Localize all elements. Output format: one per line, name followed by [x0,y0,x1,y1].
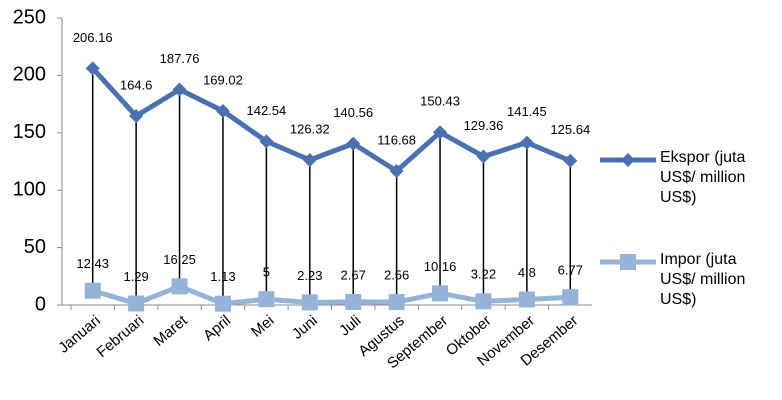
legend-label: Impor (juta US$/ million US$) [660,251,746,308]
marker [172,82,187,97]
y-tick-label: 100 [13,178,46,200]
marker [475,293,492,310]
marker [171,278,188,295]
marker [476,149,491,164]
legend-label: Ekspor (juta US$/ million US$) [660,149,746,206]
data-label: 164.6 [120,77,153,92]
marker [215,103,230,118]
marker [346,136,361,151]
legend-marker [621,153,635,167]
x-tick-label: Juni [289,312,321,343]
x-tick-label: Juli [336,312,364,339]
marker [432,285,449,302]
data-label: 142.54 [246,103,286,118]
data-label: 4.8 [518,265,536,280]
y-tick-label: 50 [24,236,46,258]
data-label: 12.43 [76,256,109,271]
x-tick-label: Mei [248,312,277,341]
data-label: 6.77 [558,263,583,278]
data-label: 126.32 [290,121,330,136]
marker [388,294,405,311]
series-line [92,283,571,307]
y-tick-label: 150 [13,121,46,143]
data-label: 2.67 [341,267,366,282]
marker [302,152,317,167]
marker [345,293,362,310]
data-label: 5 [263,265,270,280]
data-label: 1.13 [210,269,235,284]
x-tick-label: April [200,312,234,344]
data-label: 116.68 [377,132,416,147]
legend-marker [620,254,636,270]
series-line [90,66,572,174]
x-tick-label: Maret [150,312,191,350]
data-label: 129.36 [464,118,504,133]
marker [562,289,579,306]
marker [389,164,404,179]
data-label: 187.76 [160,51,200,66]
marker [518,291,535,308]
data-label: 141.45 [507,104,547,119]
y-tick-label: 0 [35,293,46,315]
data-label: 2.56 [384,267,409,282]
marker [258,291,275,308]
marker [85,61,100,76]
data-label: 125.64 [550,122,590,137]
data-label: 10.16 [424,259,457,274]
marker [128,295,145,312]
marker [301,294,318,311]
marker [259,134,274,149]
data-label: 1.29 [123,269,148,284]
data-label: 140.56 [333,105,373,120]
y-tick-label: 250 [13,6,46,28]
data-label: 3.22 [471,267,496,282]
marker [433,125,448,140]
marker [129,109,144,124]
data-label: 150.43 [420,94,460,109]
data-label: 2.23 [297,268,322,283]
marker [214,295,231,312]
data-label: 16.25 [163,252,196,267]
y-tick-label: 200 [13,64,46,86]
marker [84,282,101,299]
data-label: 206.16 [73,30,113,45]
marker [563,153,578,168]
marker [519,135,534,150]
x-tick-label: Februari [94,312,148,361]
data-label: 169.02 [203,72,243,87]
